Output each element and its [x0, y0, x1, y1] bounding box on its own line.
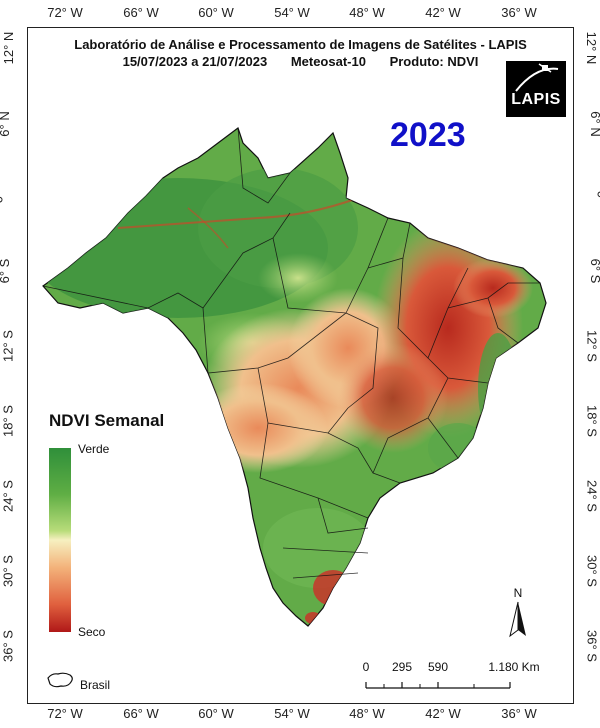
scale-ruler	[365, 682, 511, 689]
lat-tick-left: 6° S	[0, 259, 12, 284]
brazil-ndvi-map	[42, 127, 547, 627]
lat-tick-right: 18° S	[584, 405, 600, 437]
lat-tick-left: 18° S	[0, 405, 16, 437]
legend-title: NDVI Semanal	[49, 411, 165, 430]
map-frame: Laboratório de Análise e Processamento d…	[27, 27, 574, 704]
map-header: Laboratório de Análise e Processamento d…	[28, 36, 573, 70]
north-arrow-icon: N	[509, 586, 526, 638]
legend-top-label: Verde	[78, 442, 110, 456]
lat-tick-right: 12° S	[584, 330, 600, 362]
lon-tick-top: 36° W	[501, 5, 537, 20]
lon-tick-top: 54° W	[274, 5, 310, 20]
year-label: 2023	[390, 116, 466, 154]
lapis-logo: LAPIS	[506, 61, 566, 117]
lat-tick-left: 12° S	[0, 330, 16, 362]
lat-tick-left: 24° S	[0, 480, 16, 512]
lon-tick-bottom: 48° W	[349, 706, 385, 721]
lon-tick-top: 60° W	[198, 5, 234, 20]
state-borders	[42, 127, 540, 579]
lon-tick-bottom: 72° W	[47, 706, 83, 721]
lat-tick-right: 12° N	[584, 31, 600, 65]
header-satellite: Meteosat-10	[290, 54, 366, 69]
lon-tick-top: 42° W	[425, 5, 461, 20]
lon-tick-bottom: 60° W	[198, 706, 234, 721]
satellite-icon	[515, 63, 559, 92]
header-product: Produto: NDVI	[389, 54, 479, 69]
brasil-outline-icon	[47, 672, 73, 688]
ndvi-color-ramp	[49, 448, 71, 632]
lat-tick-left: 30° S	[0, 555, 16, 587]
brasil-legend-label: Brasil	[80, 678, 111, 692]
lat-tick-right: 24° S	[584, 480, 600, 512]
header-title: Laboratório de Análise e Processamento d…	[74, 37, 527, 52]
lon-tick-bottom: 54° W	[274, 706, 310, 721]
scale-1180: 1.180 Km	[488, 660, 540, 674]
lat-tick-left: 6° N	[0, 111, 13, 137]
lat-tick-right: 6° N	[587, 111, 600, 136]
lat-tick-right: 36° S	[584, 630, 600, 662]
scale-0: 0	[362, 660, 370, 674]
lat-tick-left: 36° S	[0, 630, 16, 662]
scale-295: 295	[391, 660, 413, 674]
logo-text: LAPIS	[511, 91, 561, 108]
lon-tick-bottom: 42° W	[425, 706, 461, 721]
north-label: N	[514, 586, 523, 600]
lat-tick-right: 6° S	[588, 258, 600, 284]
legend-bottom-label: Seco	[78, 625, 106, 639]
header-period: 15/07/2023 a 21/07/2023	[122, 54, 268, 69]
lat-tick-right: 30° S	[584, 555, 600, 587]
lat-tick-right: 0°	[594, 190, 600, 204]
lon-tick-bottom: 36° W	[501, 706, 537, 721]
lat-tick-left: 12° N	[0, 31, 16, 65]
lat-tick-left: 0°	[0, 190, 6, 204]
lon-tick-top: 48° W	[349, 5, 385, 20]
lon-tick-top: 72° W	[47, 5, 83, 20]
scale-590: 590	[427, 660, 449, 674]
lon-tick-bottom: 66° W	[123, 706, 159, 721]
lon-tick-top: 66° W	[123, 5, 159, 20]
scale-bar: 0 295 590 1.180 Km	[358, 660, 558, 700]
